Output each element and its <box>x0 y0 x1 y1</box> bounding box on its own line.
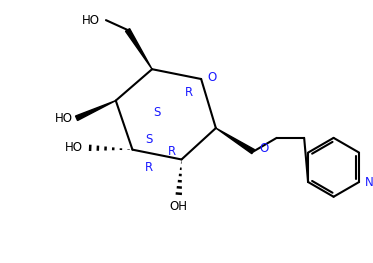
Text: HO: HO <box>54 112 73 125</box>
Text: S: S <box>145 133 153 146</box>
Text: O: O <box>259 142 268 155</box>
Text: R: R <box>145 161 153 174</box>
Text: N: N <box>365 175 373 189</box>
Text: HO: HO <box>82 14 100 27</box>
Text: R: R <box>167 145 176 158</box>
Text: HO: HO <box>65 141 82 154</box>
Text: O: O <box>207 70 216 84</box>
Polygon shape <box>125 29 152 69</box>
Text: OH: OH <box>170 200 188 213</box>
Text: S: S <box>153 106 161 119</box>
Polygon shape <box>216 128 254 154</box>
Polygon shape <box>75 100 116 120</box>
Text: R: R <box>185 86 194 99</box>
